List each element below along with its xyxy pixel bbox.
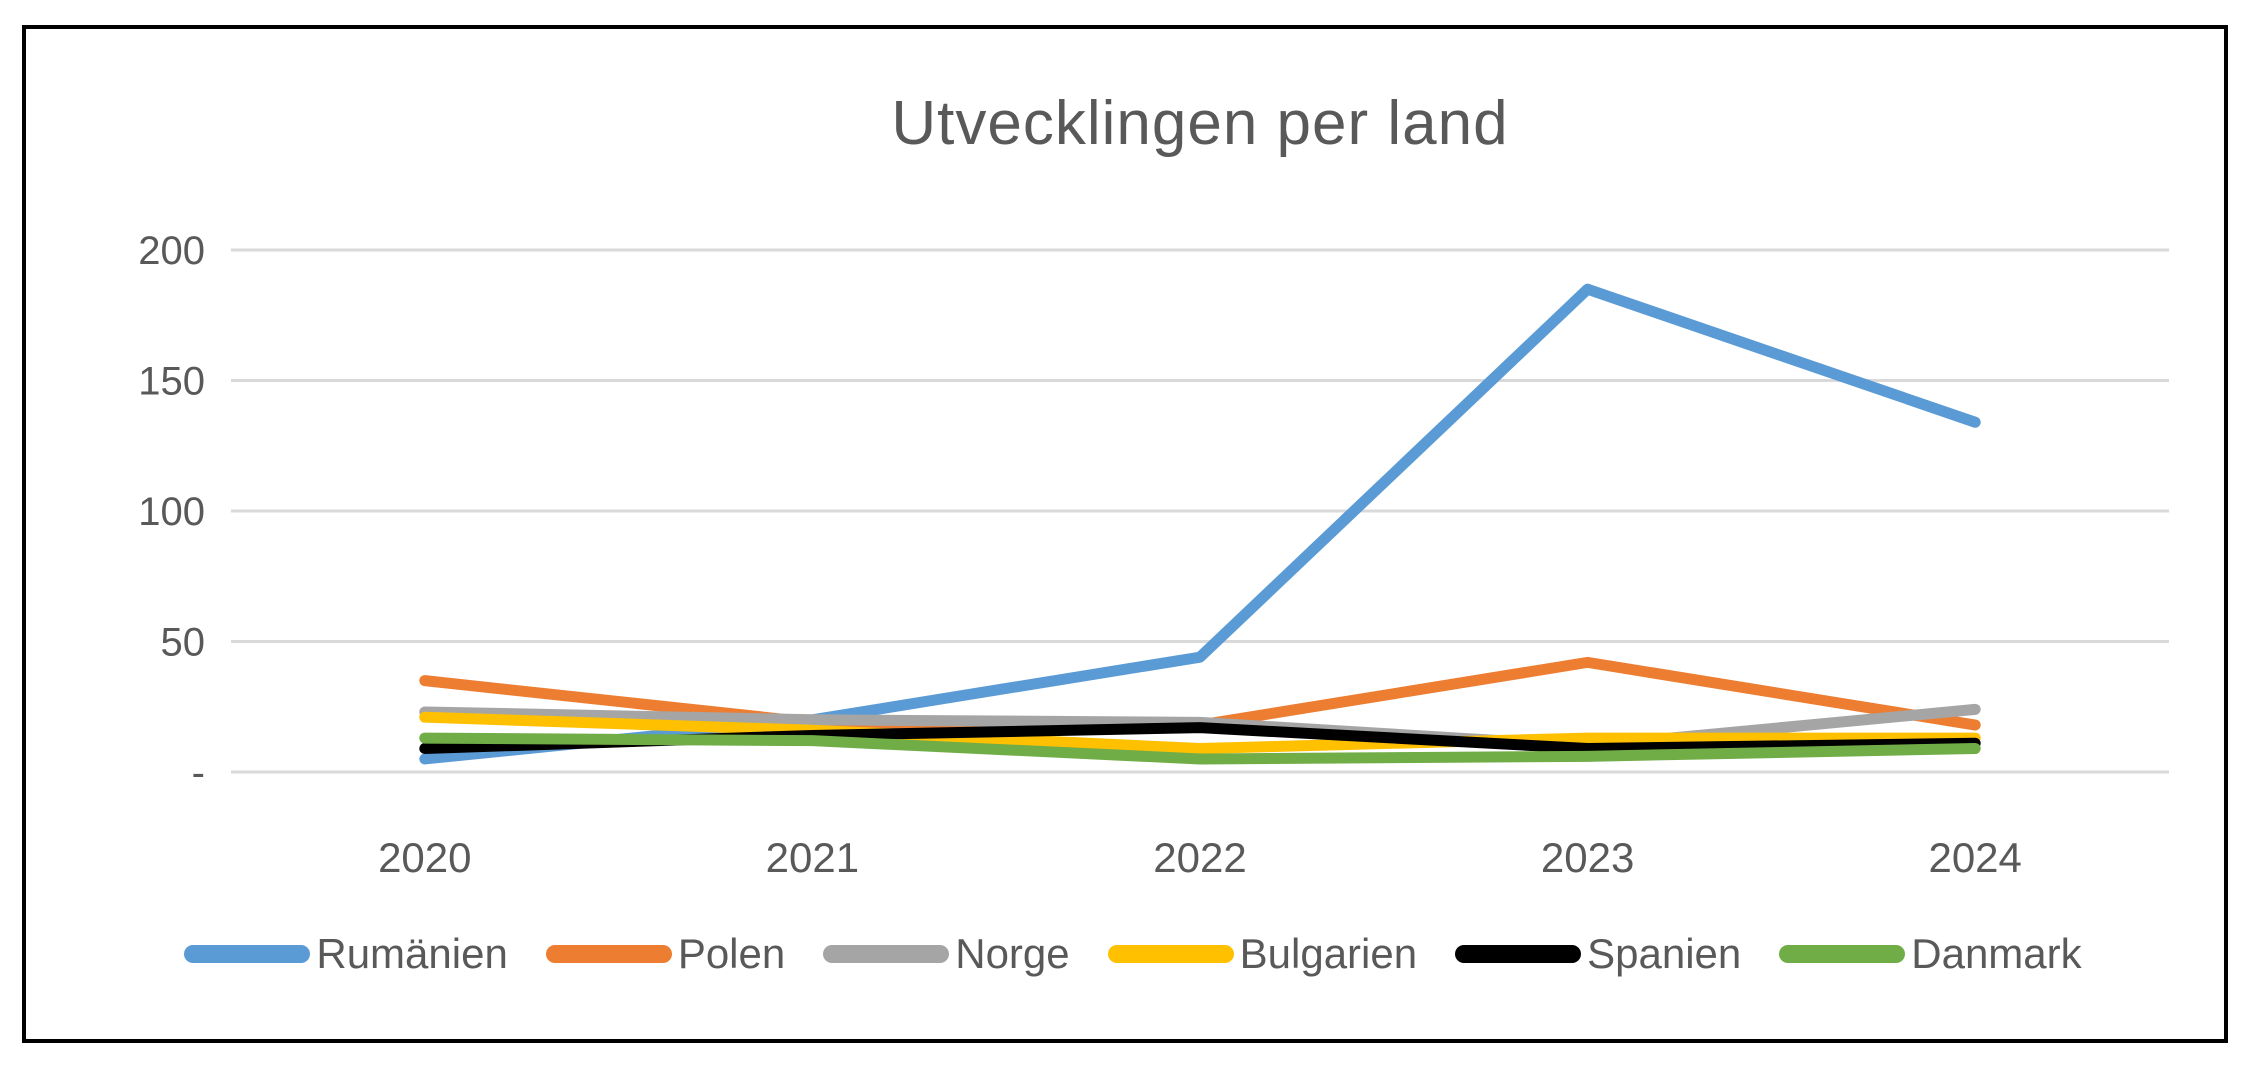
x-axis-tick-label: 2022: [1153, 834, 1246, 881]
legend-item-bulgarien: Bulgarien: [1107, 930, 1418, 978]
x-axis-tick-label: 2021: [766, 834, 859, 881]
series-line-bulgarien: [419, 711, 1981, 755]
legend-item-rum-nien: Rumänien: [184, 930, 508, 978]
x-axis-tick-label: 2024: [1928, 834, 2021, 881]
series-line-rum-nien: [419, 283, 1981, 765]
legend-swatch-icon: [184, 945, 311, 963]
legend-label: Norge: [955, 930, 1070, 977]
chart-frame-border: [22, 25, 2228, 1043]
x-axis-tick-label: 2023: [1541, 834, 1634, 881]
y-axis-tick-label: 100: [138, 490, 205, 534]
x-axis-tick-label: 2020: [378, 834, 471, 881]
legend-item-spanien: Spanien: [1455, 930, 1741, 978]
chart-title: Utvecklingen per land: [891, 89, 1509, 158]
legend-label: Danmark: [1911, 930, 2082, 977]
legend-swatch-icon: [1455, 945, 1582, 963]
legend-label: Polen: [677, 930, 786, 977]
legend-item-norge: Norge: [823, 930, 1070, 978]
legend-label: Spanien: [1587, 930, 1742, 977]
chart-legend: Rumänien Polen Norge Bulgarien Spanien Danmar…: [40, 930, 2226, 978]
legend-label: Bulgarien: [1239, 930, 1418, 977]
y-axis-tick-label: 200: [138, 229, 205, 273]
legend-swatch-icon: [545, 945, 672, 963]
series-line-danmark: [419, 732, 1981, 765]
y-axis-tick-label: -: [192, 751, 205, 795]
y-axis-tick-label: 50: [161, 621, 206, 665]
legend-swatch-icon: [1779, 945, 1906, 963]
legend-swatch-icon: [823, 945, 950, 963]
y-axis-tick-label: 150: [138, 360, 205, 404]
legend-item-danmark: Danmark: [1779, 930, 2082, 978]
legend-item-polen: Polen: [545, 930, 786, 978]
legend-label: Rumänien: [316, 930, 508, 977]
legend-swatch-icon: [1107, 945, 1234, 963]
